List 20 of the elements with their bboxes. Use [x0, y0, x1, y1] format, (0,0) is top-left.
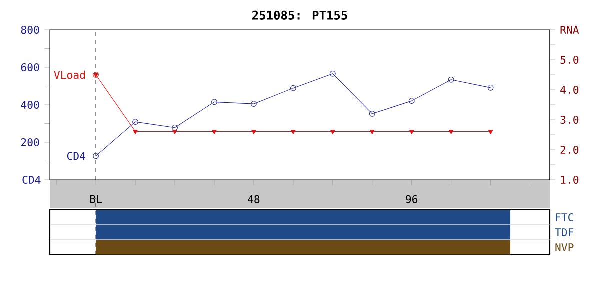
y2-tick-label: 4.0: [560, 86, 579, 94]
y-tick-label: FTC: [556, 213, 574, 222]
y-tick-label: TDF: [555, 228, 574, 236]
x-tick-label: 48: [248, 195, 260, 204]
y-tick-label: 200: [21, 138, 40, 147]
series-label: VLoad: [54, 70, 85, 80]
series-label: CD4: [67, 152, 86, 160]
y-tick-label: 600: [21, 63, 40, 72]
y2-axis-title: RNA: [560, 26, 580, 34]
y-tick-label: 400: [21, 100, 40, 110]
x-tick-label: 96: [406, 195, 418, 204]
y2-tick-label: 2.0: [560, 146, 579, 154]
y2-tick-label: 1.0: [561, 176, 579, 184]
y2-tick-label: 5.0: [560, 56, 579, 64]
y-tick-label: NVP: [556, 244, 574, 252]
x-tick-label: BL: [90, 195, 102, 204]
y-tick-label: 800: [21, 26, 40, 34]
chart-title: 251085: PT155: [252, 10, 348, 20]
y-axis-title: CD4: [22, 176, 41, 184]
y2-tick-label: 3.0: [560, 116, 579, 124]
